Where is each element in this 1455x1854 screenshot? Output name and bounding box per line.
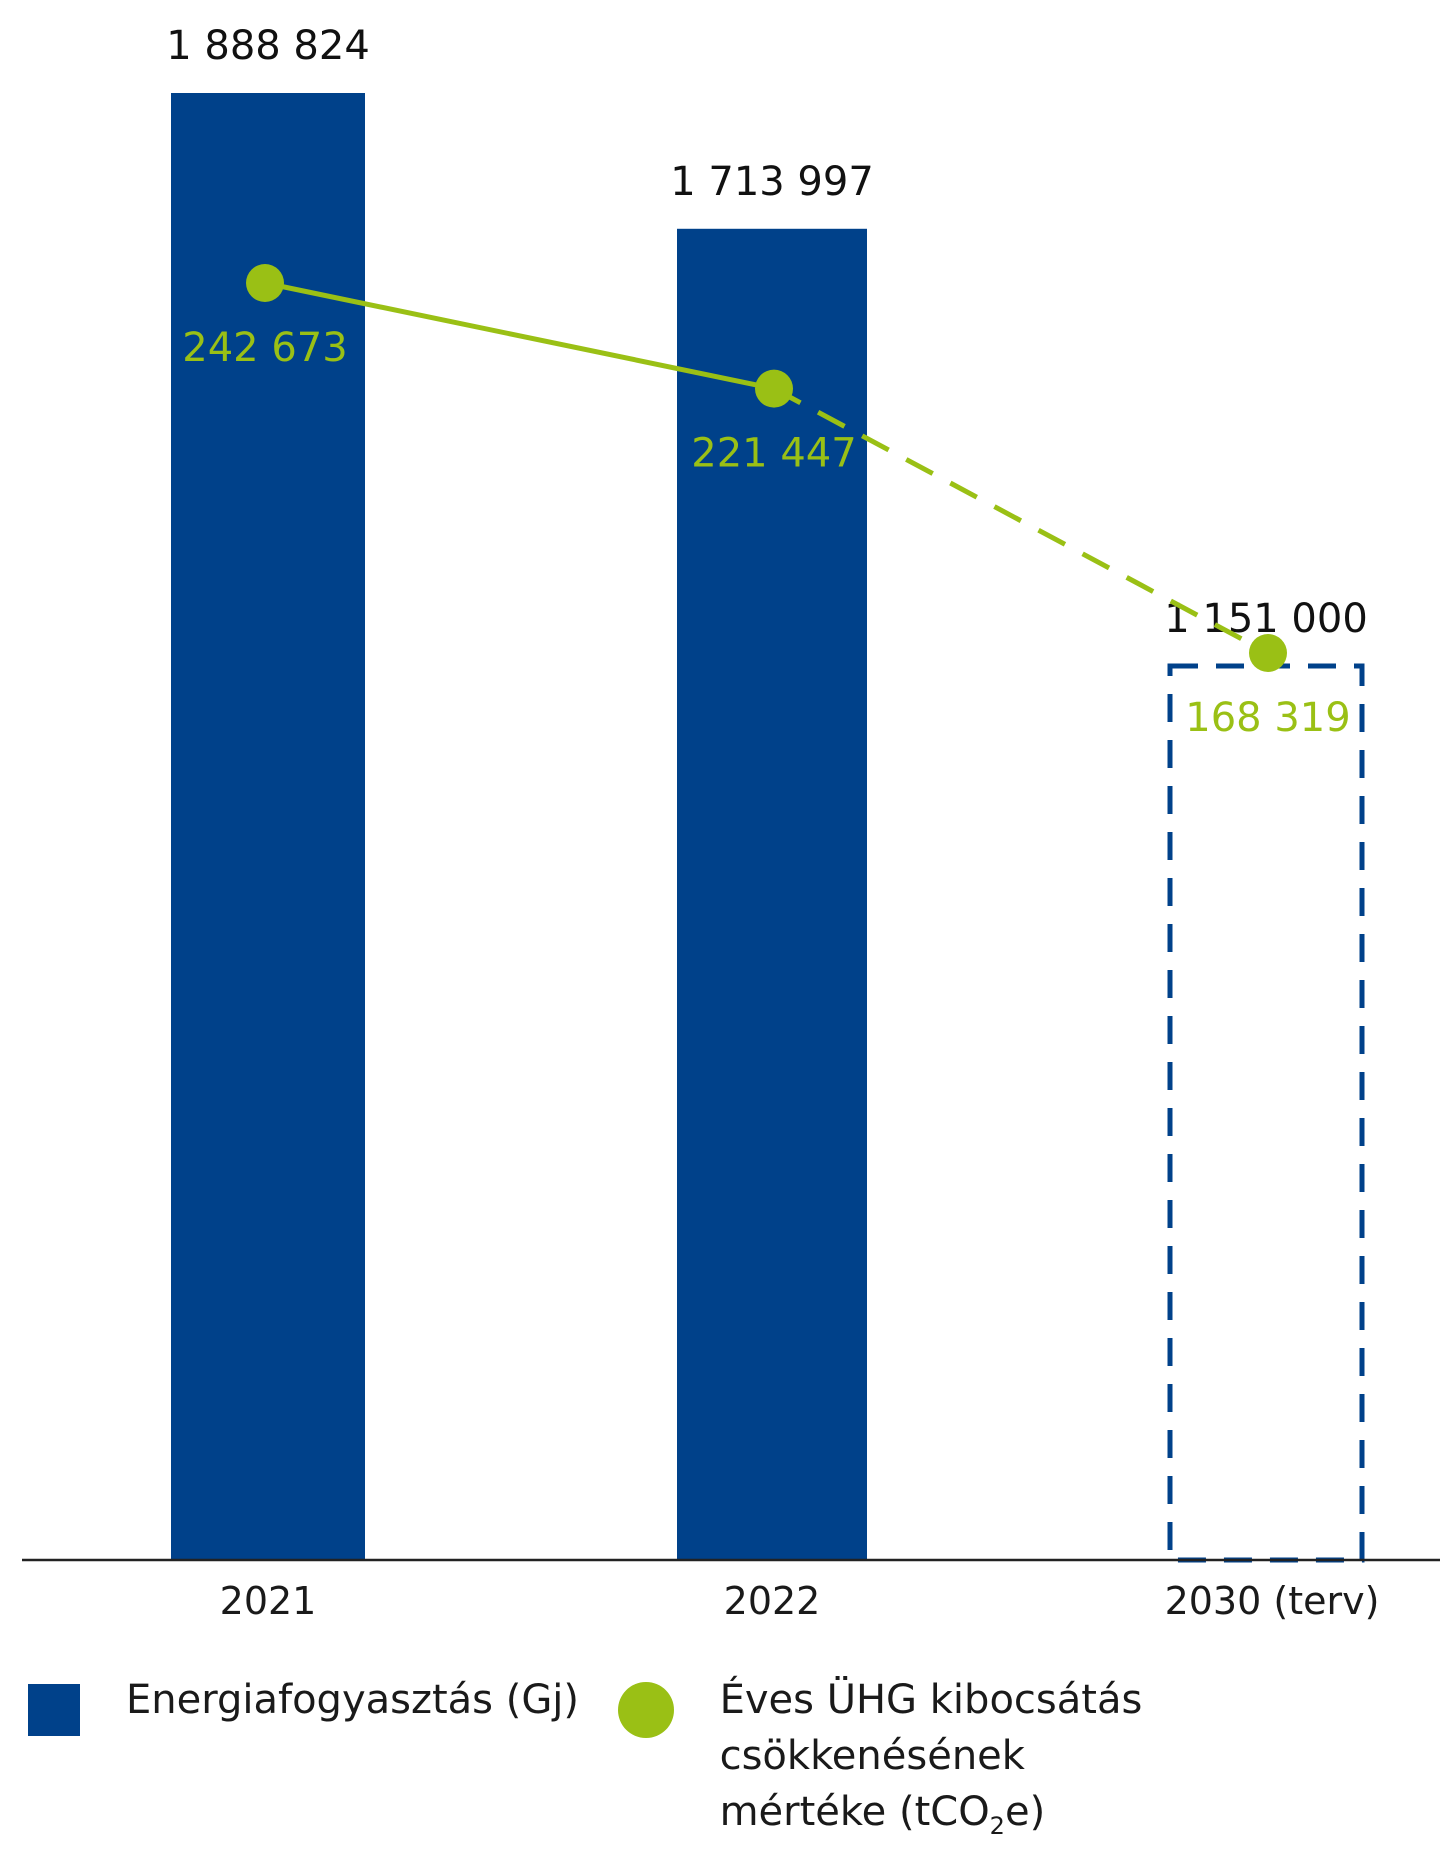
legend-label-emission-subscript: 2 — [989, 1812, 1005, 1840]
x-tick-label-1: 2022 — [724, 1579, 821, 1623]
line-value-label-1: 221 447 — [691, 431, 856, 477]
line-segment-1 — [772, 386, 1270, 656]
line-value-label-2: 168 319 — [1185, 695, 1350, 741]
line-point-2 — [1249, 634, 1287, 672]
bar-planned-2 — [1167, 663, 1365, 1563]
bar-value-label-0: 1 888 824 — [166, 23, 370, 69]
line-point-1 — [755, 369, 793, 408]
x-tick-label-0: 2021 — [220, 1579, 317, 1623]
line-segment-0 — [264, 280, 775, 392]
x-tick-label-2: 2030 (terv) — [1165, 1579, 1380, 1623]
line-value-label-0: 242 673 — [182, 325, 347, 371]
bar-value-label-1: 1 713 997 — [670, 159, 874, 205]
line-point-0 — [246, 264, 284, 302]
bar-0 — [171, 93, 365, 1560]
bar-1 — [677, 228, 867, 1560]
